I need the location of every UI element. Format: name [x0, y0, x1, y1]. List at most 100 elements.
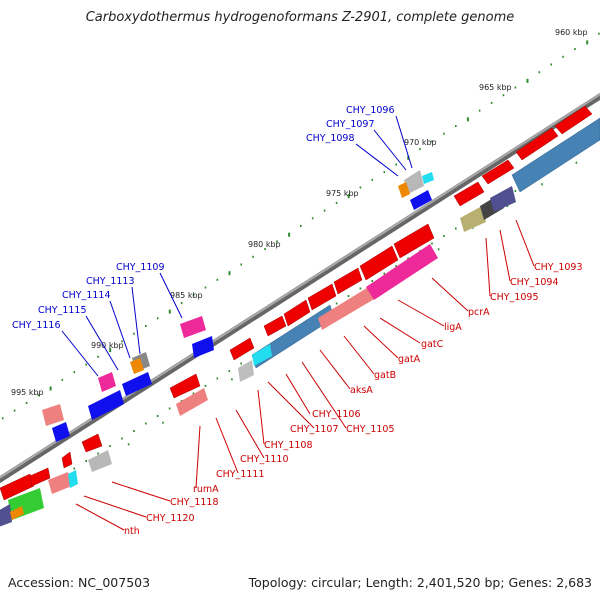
red-label-callouts: CHY_1093 CHY_1094 CHY_1095 pcrA ligA gat…	[124, 262, 583, 537]
tick-mark	[541, 183, 543, 186]
gene-red-arrow	[333, 267, 363, 295]
label-gatb: gatB	[374, 370, 396, 381]
label-chy-1110: CHY_1110	[240, 454, 289, 465]
outer-gene-tracks	[42, 170, 434, 442]
label-chy-1096: CHY_1096	[346, 105, 395, 116]
tick-mark	[395, 163, 397, 166]
tick-mark	[371, 280, 374, 282]
gene-cyan-small	[252, 344, 272, 366]
tick-mark	[127, 443, 130, 446]
label-chy-1107: CHY_1107	[290, 424, 339, 435]
tick-mark	[97, 452, 99, 455]
label-chy-1094: CHY_1094	[510, 277, 559, 288]
tick-mark	[347, 295, 350, 297]
gene-red-arrow	[554, 105, 593, 135]
blue-label-callouts: CHY_1096 CHY_1097 CHY_1098 CHY_1109 CHY_…	[12, 105, 395, 331]
red-label-leader-lines	[75, 219, 535, 531]
label-pcra: pcrA	[468, 307, 490, 318]
gene-cyan-2	[68, 470, 78, 488]
gene-red-arrow	[29, 467, 51, 487]
tick-mark	[192, 294, 195, 297]
tick-mark	[156, 317, 159, 320]
kbp-label-980: 980 kbp	[248, 240, 281, 249]
tick-mark	[109, 348, 112, 353]
label-chy-1106: CHY_1106	[312, 409, 361, 420]
label-chy-1097: CHY_1097	[326, 119, 375, 130]
label-chy-1098: CHY_1098	[306, 133, 355, 144]
tick-mark	[288, 232, 291, 237]
blue-label-leader-lines	[61, 115, 413, 377]
gene-cyan-3	[422, 172, 434, 184]
accession-text: Accession: NC_007503	[8, 575, 151, 590]
label-chy-1116: CHY_1116	[12, 320, 61, 331]
label-chy-1120: CHY_1120	[146, 513, 195, 524]
label-chy-1118: CHY_1118	[170, 497, 219, 508]
inner-gene-tracks	[0, 117, 600, 527]
label-liga: ligA	[444, 322, 462, 333]
kbp-label-960: 960 kbp	[555, 28, 588, 37]
tick-mark	[180, 301, 183, 304]
gene-steel-band-1	[511, 117, 600, 193]
tick-mark	[506, 205, 509, 207]
tick-mark	[359, 287, 362, 290]
gene-red-arrow	[0, 473, 35, 501]
kbp-label-990: 990 kbp	[91, 341, 124, 350]
tick-mark	[73, 371, 76, 374]
gene-grey-2	[88, 450, 112, 472]
label-chy-1105: CHY_1105	[346, 424, 395, 435]
tick-mark	[574, 48, 576, 51]
tick-mark	[407, 257, 409, 260]
label-aksa: aksA	[350, 385, 373, 396]
tick-mark	[514, 190, 517, 192]
tick-mark	[145, 422, 147, 425]
gene-salmon-4	[42, 404, 64, 426]
tick-mark	[455, 227, 457, 230]
tick-mark	[335, 302, 338, 305]
tick-mark	[502, 94, 505, 97]
gene-red-arrow	[359, 245, 399, 281]
tick-mark	[407, 155, 410, 160]
tick-mark	[311, 217, 314, 220]
tick-mark	[383, 272, 386, 275]
tick-mark	[550, 63, 552, 66]
label-chy-1113: CHY_1113	[86, 276, 135, 287]
tick-mark	[431, 140, 433, 143]
tick-mark	[216, 278, 219, 281]
tick-mark	[1, 417, 4, 420]
gene-red-arrow	[263, 315, 287, 337]
tick-mark	[526, 78, 529, 83]
gene-pink-1	[366, 244, 438, 300]
tick-mark	[455, 125, 457, 127]
tick-mark	[252, 255, 254, 258]
gene-red-arrow	[481, 159, 515, 185]
tick-mark	[335, 201, 338, 204]
tick-mark	[538, 71, 541, 74]
gene-blue-block-2	[88, 390, 124, 420]
gene-grey-3	[404, 170, 424, 194]
gene-blue-arrow-2	[122, 372, 152, 396]
tick-mark	[97, 355, 99, 358]
kbp-labels: 960 kbp 965 kbp 970 kbp 975 kbp 980 kbp …	[11, 28, 588, 397]
red-gene-arrows	[0, 105, 593, 501]
gene-purple-2	[490, 186, 516, 212]
tick-mark	[49, 386, 52, 391]
gene-grey-small-1	[238, 360, 254, 382]
gene-orange-2	[398, 182, 410, 198]
tick-mark	[323, 209, 326, 212]
gene-red-arrow	[307, 283, 337, 311]
tick-mark	[231, 378, 233, 381]
tick-mark	[73, 467, 76, 470]
label-nth: nth	[124, 526, 140, 537]
gene-red-arrow	[453, 181, 485, 207]
gene-red-arrow	[81, 433, 103, 453]
tick-mark	[359, 186, 362, 189]
gene-orange-3	[130, 358, 144, 374]
tick-mark	[204, 385, 207, 387]
label-chy-1108: CHY_1108	[264, 440, 313, 451]
kbp-label-965: 965 kbp	[479, 83, 512, 92]
tick-mark	[121, 437, 123, 440]
tick-mark	[37, 394, 40, 397]
tick-mark	[264, 248, 266, 251]
tick-mark	[490, 101, 493, 104]
